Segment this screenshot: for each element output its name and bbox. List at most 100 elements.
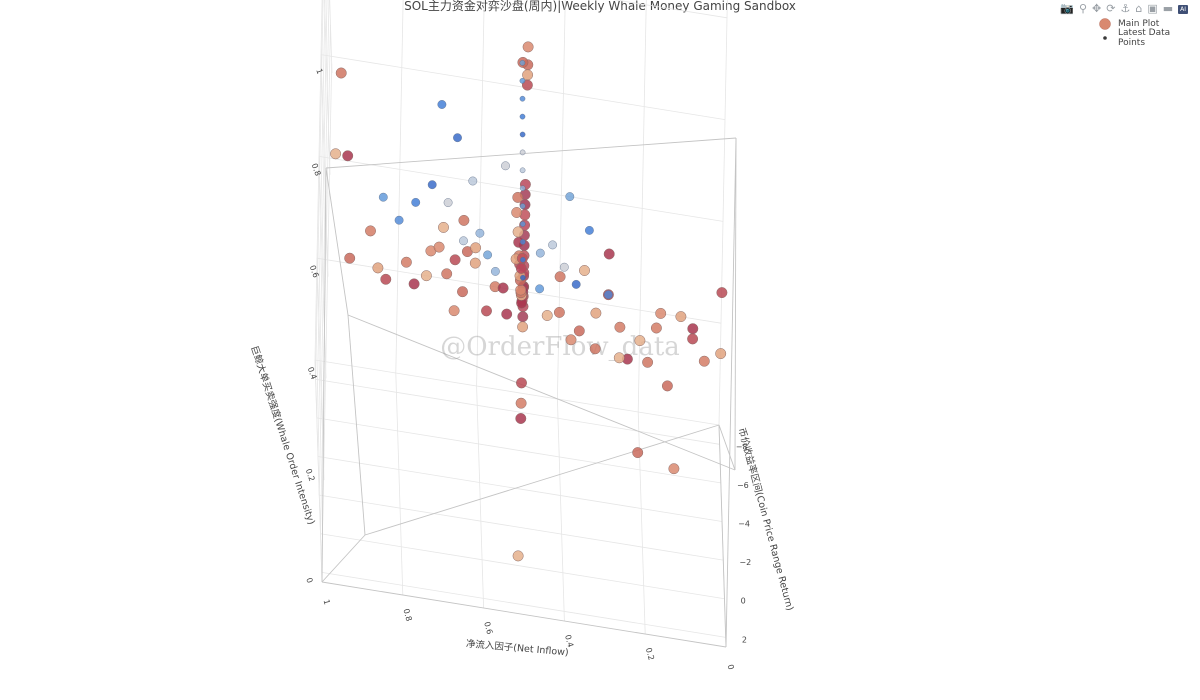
latest-data-point[interactable]	[519, 95, 526, 102]
zoom-icon[interactable]: ⚲	[1078, 2, 1088, 15]
latest-data-point[interactable]	[437, 100, 447, 109]
latest-data-point[interactable]	[443, 198, 453, 208]
latest-data-point[interactable]	[548, 240, 557, 250]
main-plot-point[interactable]	[330, 148, 342, 160]
latest-data-point[interactable]	[501, 161, 510, 171]
main-plot-point[interactable]	[457, 286, 468, 298]
main-plot-point[interactable]	[516, 377, 527, 389]
latest-data-point[interactable]	[519, 131, 526, 138]
main-plot-point[interactable]	[481, 305, 492, 317]
latest-data-point[interactable]	[519, 203, 526, 209]
latest-data-point[interactable]	[520, 221, 526, 227]
main-plot-point[interactable]	[698, 355, 710, 367]
main-plot-point[interactable]	[511, 207, 523, 218]
main-plot-point[interactable]	[668, 463, 680, 475]
latest-data-point[interactable]	[490, 266, 500, 276]
pan-icon[interactable]: ✥	[1092, 2, 1102, 15]
main-plot-point[interactable]	[512, 226, 524, 238]
plotly-logo-icon[interactable]: AI	[1178, 4, 1188, 14]
main-plot-point[interactable]	[521, 79, 533, 91]
turntable-icon[interactable]: ⚓	[1120, 2, 1131, 15]
main-plot-point[interactable]	[642, 356, 654, 368]
latest-data-point[interactable]	[519, 185, 526, 191]
latest-data-point[interactable]	[453, 133, 462, 143]
main-plot-point[interactable]	[448, 305, 460, 317]
reset-camera-icon[interactable]: ▣	[1147, 2, 1158, 15]
main-plot-point[interactable]	[433, 241, 445, 253]
main-plot-point[interactable]	[515, 397, 527, 409]
latest-data-point[interactable]	[519, 78, 526, 84]
main-plot-point[interactable]	[380, 273, 392, 285]
latest-data-point[interactable]	[459, 236, 468, 246]
latest-data-point[interactable]	[411, 197, 421, 207]
latest-data-point[interactable]	[475, 228, 485, 238]
main-plot-point[interactable]	[372, 262, 384, 274]
main-plot-point[interactable]	[634, 335, 646, 347]
main-plot-point[interactable]	[715, 348, 727, 360]
latest-data-point[interactable]	[519, 113, 526, 120]
latest-data-point[interactable]	[427, 180, 437, 190]
main-plot-point[interactable]	[522, 41, 534, 53]
main-plot-point[interactable]	[515, 262, 527, 274]
main-plot-point[interactable]	[458, 214, 470, 226]
latest-data-point[interactable]	[520, 239, 526, 245]
main-plot-point[interactable]	[554, 271, 566, 283]
main-plot-point[interactable]	[344, 252, 356, 264]
latest-data-point[interactable]	[559, 262, 569, 272]
main-plot-point[interactable]	[420, 270, 432, 282]
main-plot-point[interactable]	[512, 191, 524, 203]
home-icon[interactable]: ⌂	[1135, 2, 1143, 15]
latest-data-point[interactable]	[520, 256, 526, 263]
latest-data-point[interactable]	[520, 274, 526, 281]
main-plot-point[interactable]	[515, 413, 527, 424]
main-plot-point[interactable]	[650, 322, 662, 334]
main-plot-point[interactable]	[573, 325, 585, 337]
main-plot-point[interactable]	[517, 311, 529, 323]
main-plot-point[interactable]	[335, 67, 347, 79]
latest-data-point[interactable]	[394, 215, 404, 225]
orbit-icon[interactable]: ⟳	[1106, 2, 1116, 15]
latest-data-point[interactable]	[535, 248, 545, 258]
main-plot-point[interactable]	[365, 225, 376, 237]
main-plot-point[interactable]	[687, 323, 699, 335]
main-plot-point[interactable]	[613, 352, 625, 364]
latest-data-point[interactable]	[468, 176, 478, 186]
latest-data-point[interactable]	[378, 192, 388, 202]
main-plot-point[interactable]	[614, 321, 626, 333]
legend-item-latest-data-points[interactable]: Latest Data Points	[1097, 28, 1200, 48]
main-plot-point[interactable]	[579, 265, 590, 276]
main-plot-point[interactable]	[497, 282, 509, 294]
main-plot-point[interactable]	[589, 343, 601, 355]
main-plot-point[interactable]	[515, 284, 527, 296]
main-plot-point[interactable]	[441, 268, 453, 280]
main-plot-point[interactable]	[342, 150, 354, 162]
latest-data-point[interactable]	[604, 290, 613, 300]
latest-data-point[interactable]	[519, 149, 526, 156]
latest-data-point[interactable]	[519, 60, 526, 66]
main-plot-point[interactable]	[603, 248, 615, 260]
main-plot-point[interactable]	[408, 278, 420, 290]
main-plot-point[interactable]	[675, 311, 687, 323]
camera-icon[interactable]: 📷	[1060, 2, 1074, 15]
main-plot-point[interactable]	[400, 256, 412, 268]
main-plot-point[interactable]	[687, 333, 699, 345]
main-plot-point[interactable]	[565, 334, 577, 346]
hover-icon[interactable]: ▬	[1162, 2, 1174, 15]
main-plot-point[interactable]	[661, 380, 673, 392]
main-plot-point[interactable]	[632, 447, 644, 459]
main-plot-point[interactable]	[716, 287, 728, 299]
main-plot-point[interactable]	[469, 257, 481, 269]
latest-data-point[interactable]	[571, 279, 581, 289]
main-plot-point[interactable]	[470, 242, 482, 254]
main-plot-point[interactable]	[655, 307, 667, 319]
main-plot-point[interactable]	[590, 307, 602, 319]
main-plot-point[interactable]	[438, 221, 449, 233]
main-plot-point[interactable]	[541, 310, 553, 321]
main-plot-point[interactable]	[501, 308, 513, 320]
latest-data-point[interactable]	[519, 167, 526, 174]
latest-data-point[interactable]	[535, 284, 544, 294]
main-plot-point[interactable]	[512, 550, 524, 562]
latest-data-point[interactable]	[565, 192, 575, 202]
latest-data-point[interactable]	[483, 250, 492, 260]
